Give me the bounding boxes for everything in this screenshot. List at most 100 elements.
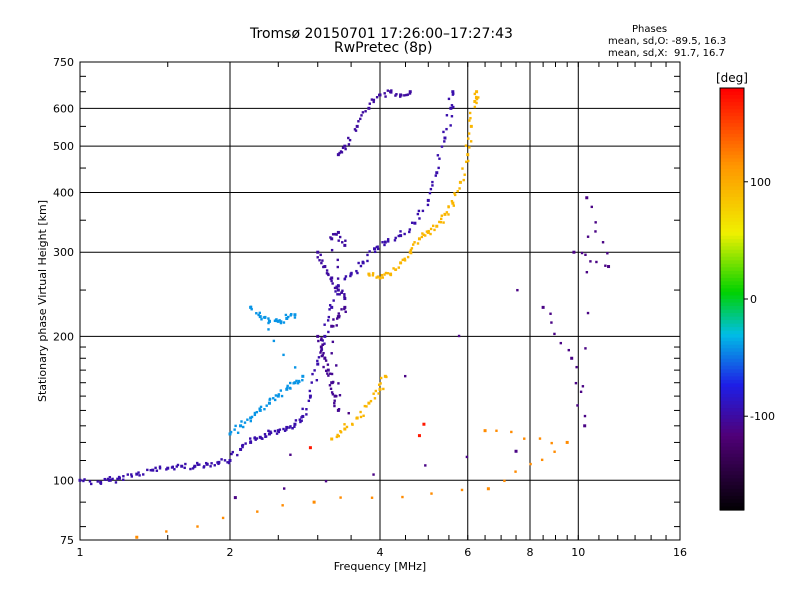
data-point (377, 392, 380, 395)
colorbar-segment (720, 186, 744, 191)
data-point (234, 424, 237, 428)
colorbar-segment (720, 348, 744, 353)
data-point (296, 382, 300, 385)
colorbar-segment (720, 481, 744, 486)
data-point (463, 173, 466, 176)
data-point (541, 305, 545, 309)
colorbar-segment (720, 197, 744, 202)
data-point (165, 530, 168, 533)
data-point (338, 293, 341, 296)
data-point (249, 440, 252, 443)
data-point (282, 321, 286, 324)
colorbar-segment (720, 453, 744, 458)
data-point (256, 510, 259, 513)
data-point (154, 466, 157, 470)
data-point (349, 274, 352, 278)
data-point (233, 428, 236, 431)
data-point (386, 272, 389, 275)
data-point (371, 272, 375, 275)
data-point (341, 241, 344, 244)
data-point (191, 467, 195, 470)
data-point (389, 90, 392, 94)
data-point (250, 415, 254, 419)
data-point (540, 458, 544, 462)
data-point (435, 224, 439, 228)
data-point (403, 259, 407, 262)
data-point (549, 312, 552, 315)
data-point (399, 230, 402, 233)
colorbar-segment (720, 246, 744, 251)
data-point (394, 268, 398, 271)
data-point (590, 205, 593, 209)
data-point (326, 368, 330, 372)
colorbar-segment (720, 365, 744, 370)
data-point (104, 478, 107, 481)
data-point (239, 447, 243, 451)
data-point (366, 259, 369, 263)
data-point (301, 378, 304, 382)
data-point (355, 417, 358, 420)
data-point (424, 464, 427, 467)
data-point (453, 192, 456, 195)
data-point (368, 274, 371, 277)
data-point (324, 479, 328, 483)
colorbar-segment (720, 98, 744, 103)
data-point (418, 217, 421, 220)
data-point (336, 153, 340, 157)
data-point (204, 461, 208, 465)
data-point (371, 274, 375, 277)
data-point (450, 199, 454, 203)
data-point (328, 304, 332, 307)
data-point (316, 359, 319, 363)
y-tick-label: 75 (60, 534, 74, 547)
data-point (378, 276, 382, 280)
data-point (379, 376, 383, 380)
data-point (348, 138, 352, 142)
data-point (359, 264, 363, 268)
data-point (372, 98, 376, 102)
data-point (83, 478, 86, 481)
data-point (370, 496, 374, 499)
data-point (333, 402, 336, 405)
data-point (367, 272, 371, 276)
colorbar-segment (720, 95, 744, 100)
x-axis-label: Frequency [MHz] (334, 560, 426, 573)
data-point (550, 321, 553, 324)
data-point (399, 234, 403, 238)
data-point (347, 412, 350, 415)
colorbar-segment (720, 267, 744, 272)
phase-stats-o: mean, sd,O: -89.5, 16.3 (608, 36, 727, 47)
data-point (450, 115, 454, 118)
data-point (307, 399, 311, 403)
data-point (468, 146, 471, 149)
data-point (249, 437, 252, 440)
data-point (330, 391, 334, 394)
data-point (436, 154, 440, 157)
data-point (258, 408, 262, 412)
data-point (146, 468, 149, 472)
data-point (343, 277, 347, 280)
colorbar-segment (720, 309, 744, 314)
data-point (337, 231, 340, 234)
data-point (435, 171, 439, 175)
data-point (327, 374, 330, 377)
colorbar-segment (720, 372, 744, 377)
data-point (335, 324, 338, 327)
data-point (579, 390, 583, 394)
data-point (467, 137, 470, 140)
data-point (116, 477, 119, 481)
colorbar-segment (720, 270, 744, 275)
data-point (422, 422, 426, 426)
data-point (473, 105, 477, 109)
data-point (317, 356, 321, 359)
data-point (293, 381, 297, 385)
data-point (372, 473, 375, 476)
data-point (286, 384, 289, 388)
colorbar-segment (720, 168, 744, 173)
data-point (301, 374, 305, 378)
data-point (322, 351, 325, 355)
data-point (378, 387, 382, 391)
colorbar-segment (720, 411, 744, 416)
data-point (330, 248, 334, 252)
data-point (263, 433, 267, 436)
